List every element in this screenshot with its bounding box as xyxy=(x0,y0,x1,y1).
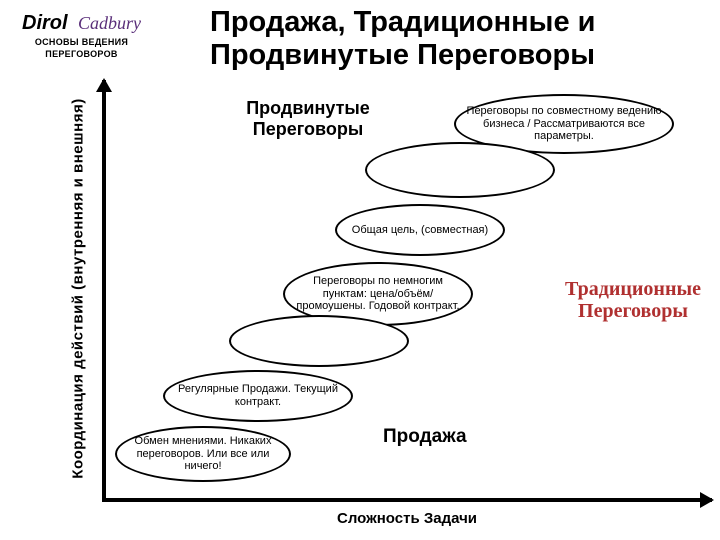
diagram-node-label: Общая цель, (совместная) xyxy=(352,224,488,237)
region-label-advanced: Продвинутые Переговоры xyxy=(213,98,403,140)
logo-brand-2: Cadbury xyxy=(78,13,141,34)
diagram-node-label: Переговоры по немногим пунктам: цена/объ… xyxy=(293,275,463,313)
diagram-node: Обмен мнениями. Никаких переговоров. Или… xyxy=(115,426,291,482)
diagram-node-label: Переговоры по совместному ведению бизнес… xyxy=(464,105,664,143)
diagram-node: Регулярные Продажи. Текущий контракт. xyxy=(163,370,353,422)
diagram-node xyxy=(365,142,555,198)
logo-block: Dirol Cadbury ОСНОВЫ ВЕДЕНИЯ ПЕРЕГОВОРОВ xyxy=(22,12,141,59)
diagram-node: Общая цель, (совместная) xyxy=(335,204,505,256)
diagram-node-label: Обмен мнениями. Никаких переговоров. Или… xyxy=(125,435,281,473)
logo-subtitle-1: ОСНОВЫ ВЕДЕНИЯ xyxy=(22,37,141,47)
logo-subtitle-2: ПЕРЕГОВОРОВ xyxy=(22,49,141,59)
logo-brand-1: Dirol xyxy=(22,12,68,35)
chart-area: Координация действий (внутренняя и внешн… xyxy=(58,80,708,520)
diagram-node-label: Регулярные Продажи. Текущий контракт. xyxy=(173,383,343,408)
slide-title: Продажа, Традиционные и Продвинутые Пере… xyxy=(210,6,712,73)
region-label-selling: Продажа xyxy=(383,426,467,448)
x-axis-label: Сложность Задачи xyxy=(102,510,712,527)
x-axis xyxy=(102,498,712,502)
diagram-node xyxy=(229,315,409,367)
y-axis xyxy=(102,80,106,500)
region-label-traditional: Традиционные Переговоры xyxy=(553,278,713,322)
y-axis-label: Координация действий (внутренняя и внешн… xyxy=(70,79,87,499)
